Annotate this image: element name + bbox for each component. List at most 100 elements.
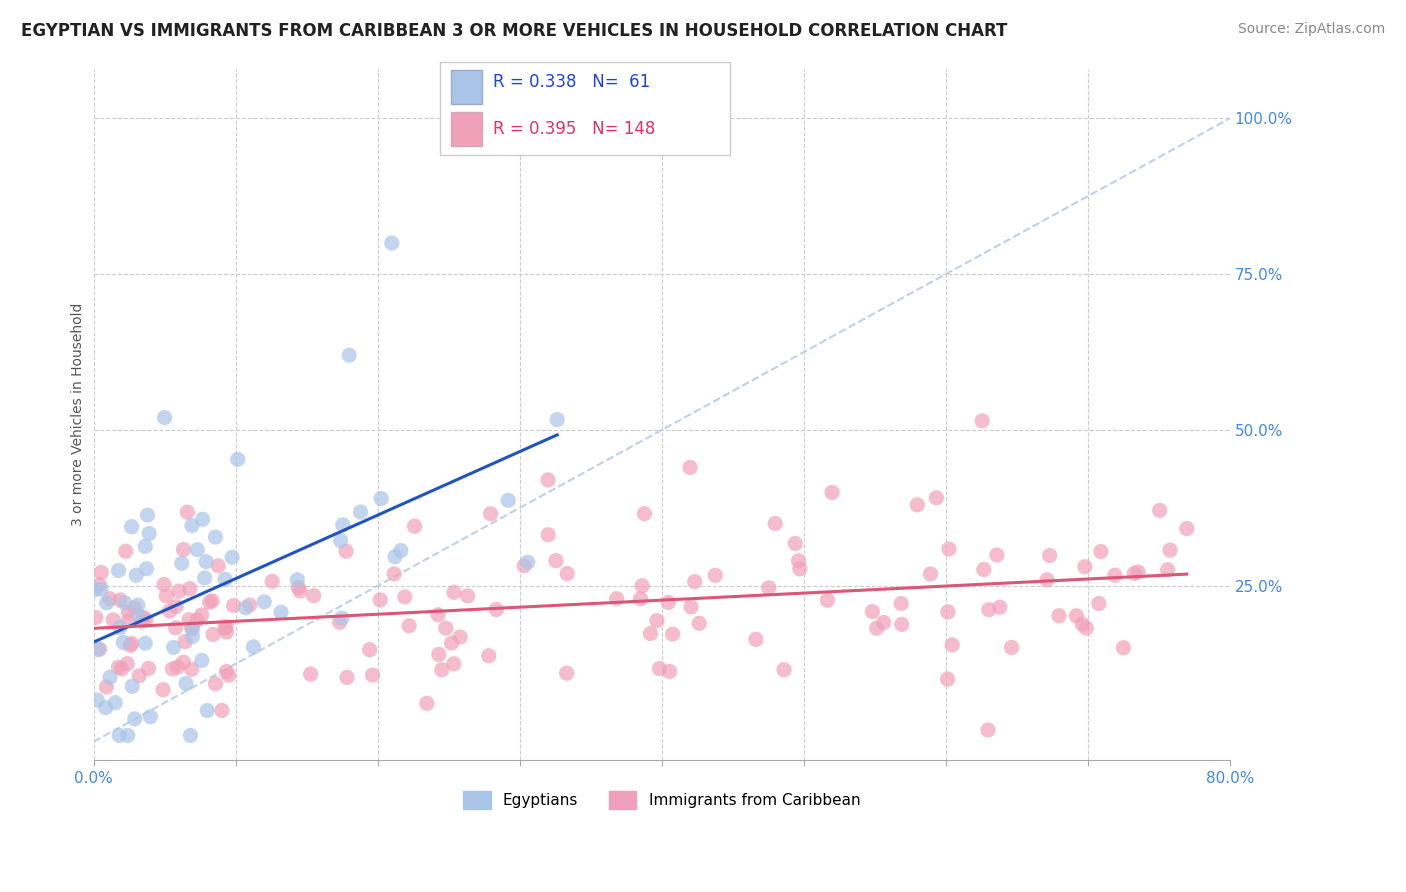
Point [128,609,150,624]
Point [138,661,160,675]
Point [817,593,839,607]
Point [1123,566,1146,581]
Point [262,574,284,589]
Point [546,412,568,426]
Point [872,615,894,630]
Point [114,544,136,558]
Point [1088,597,1111,611]
Point [645,614,668,628]
Point [253,595,276,609]
Point [239,598,262,612]
Point [173,542,195,557]
Point [679,599,702,614]
Point [222,599,245,613]
Point [155,589,177,603]
Point [96,680,118,694]
Point [936,605,959,619]
Text: R = 0.338   N=  61: R = 0.338 N= 61 [494,73,651,92]
Point [131,614,153,628]
Point [890,617,912,632]
Point [127,598,149,612]
Point [89,578,111,592]
Y-axis label: 3 or more Vehicles in Household: 3 or more Vehicles in Household [72,302,86,526]
Point [443,657,465,671]
Point [404,519,426,533]
Point [180,662,202,676]
Point [361,668,384,682]
Point [745,632,768,647]
Point [226,452,249,467]
Text: Source: ZipAtlas.com: Source: ZipAtlas.com [1237,22,1385,37]
Point [1039,549,1062,563]
Point [172,655,194,669]
Point [789,562,811,576]
Point [973,562,995,576]
Point [443,585,465,599]
Point [1159,543,1181,558]
Point [98,670,121,684]
Point [555,666,578,681]
Point [179,728,201,742]
Point [87,642,110,657]
Point [1076,621,1098,635]
Point [359,642,381,657]
Point [121,679,143,693]
Point [181,630,204,644]
Point [630,591,652,606]
Point [394,590,416,604]
Point [204,677,226,691]
Point [329,533,352,548]
Point [977,723,1000,737]
Point [125,568,148,582]
Point [128,669,150,683]
Point [977,603,1000,617]
Point [787,554,810,568]
Point [758,581,780,595]
Point [112,635,135,649]
Point [124,712,146,726]
Point [688,616,710,631]
Point [201,594,224,608]
Point [242,640,264,654]
Point [117,657,139,671]
Point [986,548,1008,562]
Point [485,602,508,616]
Point [162,662,184,676]
Point [679,460,702,475]
Point [136,508,159,522]
Point [121,636,143,650]
Point [152,682,174,697]
Point [1156,563,1178,577]
Point [1175,522,1198,536]
Point [683,574,706,589]
Point [108,728,131,742]
Point [84,610,107,624]
Point [349,505,371,519]
Point [90,582,112,596]
Legend: Egyptians, Immigrants from Caribbean: Egyptians, Immigrants from Caribbean [457,785,866,815]
Point [214,621,236,635]
Point [104,696,127,710]
Point [657,595,679,609]
Point [449,630,471,644]
Point [218,668,240,682]
Point [1047,608,1070,623]
Point [763,516,786,531]
Point [96,596,118,610]
Point [191,653,214,667]
Point [1104,568,1126,582]
Point [704,568,727,582]
Point [434,621,457,635]
Point [190,607,212,622]
Point [191,512,214,526]
Point [606,591,628,606]
Point [330,611,353,625]
Point [117,614,139,628]
Point [153,410,176,425]
Point [179,582,201,596]
Point [94,700,117,714]
Point [134,540,156,554]
Point [398,618,420,632]
Point [134,636,156,650]
Point [198,595,221,609]
